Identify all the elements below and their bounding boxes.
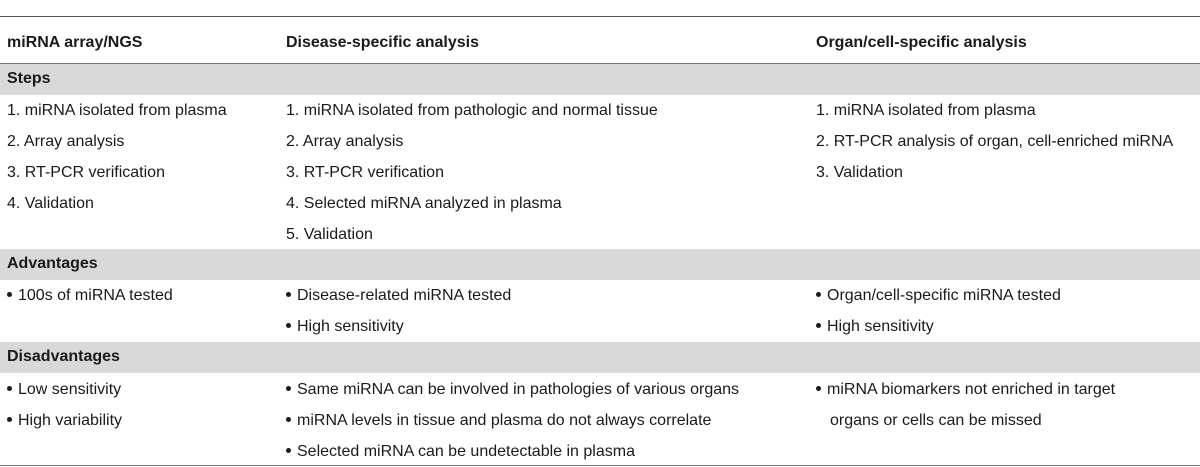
steps-col2: 1. miRNA isolated from pathologic and no… (286, 95, 658, 250)
section-disadvantages: Disadvantages (0, 342, 1200, 373)
advantages-col1: 100s of miRNA tested (7, 280, 173, 311)
list-item: 3. RT-PCR verification (7, 164, 165, 181)
list-item: Low sensitivity (7, 374, 122, 405)
list-item: Disease-related miRNA tested (286, 280, 511, 311)
list-item: 3. Validation (816, 164, 903, 181)
section-advantages: Advantages (0, 249, 1200, 280)
list-item: 2. Array analysis (286, 133, 404, 150)
list-item: High sensitivity (286, 311, 511, 342)
header-disease-specific: Disease-specific analysis (286, 34, 480, 51)
list-item: 3. RT-PCR verification (286, 164, 444, 181)
header-rule (0, 63, 1200, 64)
list-item: 5. Validation (286, 226, 373, 243)
advantages-col2: Disease-related miRNA tested High sensit… (286, 280, 511, 342)
steps-col1: 1. miRNA isolated from plasma 2. Array a… (7, 95, 227, 219)
advantages-col3: Organ/cell-specific miRNA tested High se… (816, 280, 1061, 342)
disadvantages-col2: Same miRNA can be involved in pathologie… (286, 374, 739, 467)
list-item: High variability (7, 405, 122, 436)
section-steps: Steps (0, 64, 1200, 95)
list-item: 4. Selected miRNA analyzed in plasma (286, 195, 562, 212)
section-label-steps: Steps (7, 70, 51, 87)
section-label-advantages: Advantages (7, 255, 98, 272)
header-row: miRNA array/NGS Disease-specific analysi… (0, 17, 1200, 63)
list-item: High sensitivity (816, 311, 1061, 342)
header-organ-cell-specific: Organ/cell-specific analysis (816, 34, 1027, 51)
list-item: miRNA levels in tissue and plasma do not… (286, 405, 739, 436)
list-item: Same miRNA can be involved in pathologie… (286, 374, 739, 405)
list-item: 2. RT-PCR analysis of organ, cell-enrich… (816, 133, 1174, 150)
section-label-disadvantages: Disadvantages (7, 348, 120, 365)
list-item: 1. miRNA isolated from plasma (816, 102, 1036, 119)
list-item: 1. miRNA isolated from pathologic and no… (286, 102, 658, 119)
list-item: 4. Validation (7, 195, 94, 212)
top-rule (0, 16, 1200, 17)
steps-col3: 1. miRNA isolated from plasma 2. RT-PCR … (816, 95, 1173, 188)
list-item: 100s of miRNA tested (7, 280, 173, 311)
list-item: 2. Array analysis (7, 133, 125, 150)
disadvantages-col3: miRNA biomarkers not enriched in target … (816, 374, 1115, 436)
list-item: Selected miRNA can be undetectable in pl… (286, 436, 739, 467)
disadvantages-col1: Low sensitivity High variability (7, 374, 122, 436)
list-item: Organ/cell-specific miRNA tested (816, 280, 1061, 311)
list-item: 1. miRNA isolated from plasma (7, 102, 227, 119)
header-mirna-array-ngs: miRNA array/NGS (7, 34, 143, 51)
list-item: miRNA biomarkers not enriched in target (816, 374, 1115, 405)
list-item-continuation: organs or cells can be missed (830, 412, 1042, 429)
bottom-rule (0, 465, 1200, 466)
